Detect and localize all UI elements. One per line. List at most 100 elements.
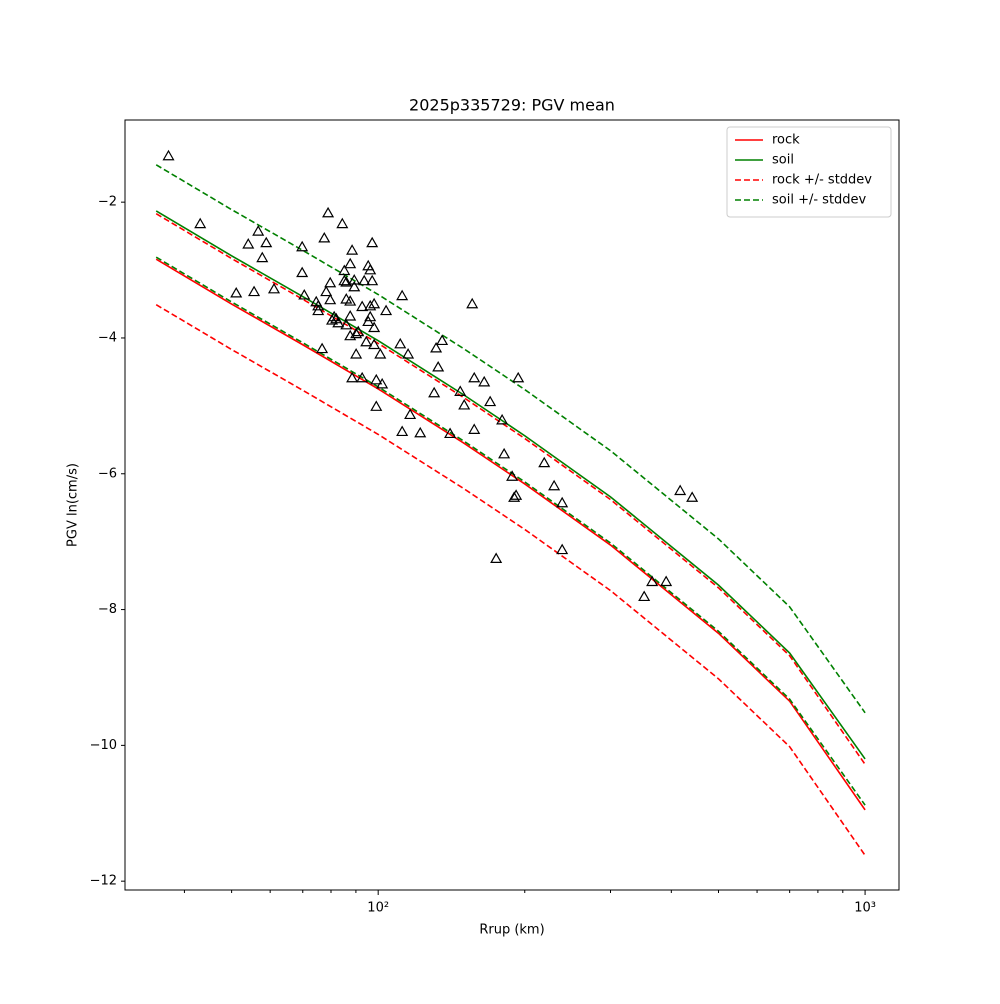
legend-box bbox=[726, 126, 892, 218]
observation-marker bbox=[346, 244, 359, 255]
observation-marker bbox=[318, 231, 331, 243]
observation-marker bbox=[436, 334, 449, 346]
observation-marker bbox=[432, 360, 445, 372]
observation-marker bbox=[396, 425, 409, 437]
y-tick-label: −12 bbox=[90, 874, 117, 889]
observation-marker bbox=[466, 297, 479, 309]
y-tick-label: −10 bbox=[90, 738, 117, 753]
observation-marker bbox=[458, 398, 471, 410]
observation-marker bbox=[366, 274, 379, 286]
observation-marker bbox=[358, 274, 371, 286]
observation-marker bbox=[322, 206, 335, 218]
observation-marker bbox=[556, 496, 569, 508]
observation-marker bbox=[296, 240, 309, 252]
plot-area bbox=[155, 149, 866, 856]
observation-marker bbox=[344, 310, 357, 321]
observation-marker bbox=[252, 225, 265, 236]
observation-marker bbox=[364, 299, 377, 311]
curve bbox=[155, 256, 866, 806]
observation-marker bbox=[508, 491, 521, 502]
observation-marker bbox=[348, 274, 361, 285]
observation-marker bbox=[510, 489, 523, 500]
observation-marker bbox=[646, 575, 659, 587]
observation-marker bbox=[478, 375, 491, 387]
observation-marker bbox=[248, 285, 261, 297]
observation-marker bbox=[340, 276, 353, 287]
x-axis-label: Rrup (km) bbox=[479, 923, 544, 938]
observation-marker bbox=[484, 395, 497, 407]
observation-marker bbox=[404, 408, 417, 420]
observation-marker bbox=[394, 337, 407, 349]
observation-marker bbox=[660, 575, 673, 587]
observation-marker bbox=[267, 282, 281, 294]
observation-marker bbox=[364, 263, 377, 275]
observation-marker bbox=[242, 238, 255, 249]
observation-marker bbox=[454, 385, 467, 396]
observation-marker bbox=[364, 310, 377, 322]
observation-marker bbox=[402, 348, 415, 359]
observation-marker bbox=[338, 264, 351, 276]
observation-marker bbox=[360, 335, 373, 347]
observation-marker bbox=[468, 371, 481, 383]
observation-marker bbox=[312, 299, 325, 311]
observation-marker bbox=[428, 386, 441, 398]
observation-marker bbox=[468, 423, 481, 434]
y-tick-label: −4 bbox=[98, 330, 117, 345]
curve bbox=[155, 258, 866, 811]
observation-marker bbox=[348, 280, 361, 292]
legend-label: soil bbox=[772, 153, 794, 168]
observation-marker bbox=[368, 321, 381, 333]
observation-marker bbox=[296, 266, 309, 278]
observation-marker bbox=[352, 325, 365, 337]
observation-marker bbox=[230, 286, 243, 298]
observation-marker bbox=[430, 341, 443, 353]
observation-marker bbox=[366, 236, 379, 248]
observation-marker bbox=[490, 552, 503, 563]
observation-marker bbox=[194, 217, 207, 229]
observation-marker bbox=[356, 300, 369, 312]
observation-marker bbox=[356, 371, 369, 383]
observation-marker bbox=[162, 149, 175, 161]
observation-marker bbox=[338, 274, 351, 286]
observation-marker bbox=[328, 310, 341, 322]
legend-label: soil +/- stddev bbox=[772, 193, 867, 208]
observation-marker bbox=[344, 295, 357, 306]
observation-marker bbox=[396, 289, 409, 301]
observation-marker bbox=[336, 217, 349, 229]
axes-frame bbox=[124, 119, 900, 891]
observation-marker bbox=[316, 342, 329, 354]
observation-marker bbox=[512, 371, 525, 383]
observation-marker bbox=[260, 236, 273, 248]
x-tick-label: 10³ bbox=[854, 901, 876, 916]
observation-marker bbox=[256, 251, 269, 263]
observation-marker bbox=[674, 484, 687, 496]
y-axis-label: PGV ln(cm/s) bbox=[66, 463, 81, 547]
observation-marker bbox=[344, 257, 357, 269]
observation-marker bbox=[506, 470, 519, 481]
legend-label: rock bbox=[772, 133, 800, 148]
observation-marker bbox=[370, 400, 383, 411]
observation-marker bbox=[380, 304, 393, 316]
x-tick-label: 10² bbox=[367, 901, 389, 916]
curve bbox=[155, 213, 866, 765]
legend-label: rock +/- stddev bbox=[772, 173, 872, 188]
observation-marker bbox=[340, 318, 353, 330]
observation-marker bbox=[320, 285, 333, 297]
curve bbox=[155, 210, 866, 760]
observation-marker bbox=[414, 426, 427, 438]
observation-marker bbox=[350, 327, 363, 339]
observation-marker bbox=[312, 304, 325, 316]
observation-marker bbox=[556, 543, 569, 555]
observation-marker bbox=[324, 276, 337, 288]
observation-marker bbox=[324, 293, 337, 305]
curve bbox=[155, 164, 866, 714]
observation-marker bbox=[298, 288, 311, 300]
observation-marker bbox=[350, 348, 363, 359]
observation-marker bbox=[368, 297, 381, 309]
observation-marker bbox=[444, 427, 457, 439]
observation-marker bbox=[370, 373, 383, 385]
observation-marker bbox=[368, 338, 381, 350]
observation-marker bbox=[374, 348, 387, 359]
observation-marker bbox=[638, 590, 651, 602]
